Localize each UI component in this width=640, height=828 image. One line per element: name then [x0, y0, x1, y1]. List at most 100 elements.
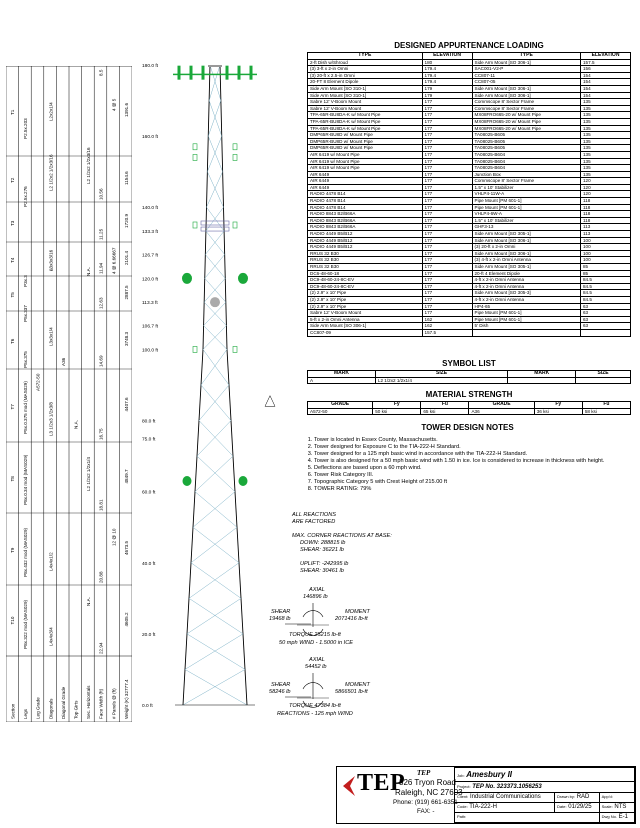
leg-size: P2.5x.203 — [23, 118, 28, 139]
tower-brace — [208, 136, 223, 172]
table-cell: (3) 20-ft x 2-in Omni — [471, 243, 581, 251]
table-cell: 154 — [580, 71, 631, 80]
face-width: 18.81 — [99, 499, 104, 511]
table-cell: 135 — [580, 111, 631, 119]
wind-axial-label: AXIAL — [309, 657, 325, 663]
elevation-label: 106.7 ft — [142, 324, 159, 330]
table-row: TPA-65R-BU8DA-K w/ Mount Pipe 177 MX08FRO6… — [307, 117, 631, 126]
table-cell: 100 — [580, 243, 631, 251]
tower-brace — [184, 669, 248, 706]
corner-reactions-title: MAX. CORNER REACTIONS AT BASE: — [292, 533, 392, 539]
table-cell: AIR 6419 w/ Mount Pipe — [307, 157, 423, 166]
table-cell: TPA-65R-BU8DA-K w/ Mount Pipe — [307, 111, 423, 119]
tower-brace — [206, 207, 225, 232]
diagonal-grade: A36 — [61, 357, 66, 366]
table-cell: HP4-65 — [471, 302, 581, 311]
table-cell: 63 — [580, 309, 631, 317]
table-cell: 135 — [580, 150, 631, 159]
tower-brace — [200, 384, 232, 421]
date: 01/29/25 — [568, 804, 592, 811]
elevation-label: 126.7 ft — [142, 253, 159, 259]
panel-antenna — [249, 65, 253, 80]
table-cell: 20-ft 4 Element Dipole — [471, 269, 581, 278]
table-cell: 177 — [421, 197, 473, 205]
tower-brace — [196, 455, 236, 492]
elevation-label: 120.0 ft — [142, 276, 159, 282]
table-cell: Pipe Mount [PM 601-1] — [471, 197, 581, 205]
table-cell: 135 — [580, 104, 631, 113]
diagonal-size: L3x3x3/16 — [48, 249, 53, 271]
table-cell: 135 — [580, 117, 631, 126]
table-cell: 177 — [421, 144, 473, 152]
material-strength-table: GRADE Fy Fu GRADE Fy Fu A572-50 50 ksi 65 ksi A3… — [306, 401, 632, 416]
tower-brace — [206, 171, 223, 208]
table-row: AIR 6419 w/ Mount Pipe 177 TA08025-B604 135 — [307, 164, 631, 172]
face-width: 16.75 — [99, 428, 104, 440]
face-width: 12.63 — [99, 297, 104, 309]
table-cell: TA08025-B605 — [471, 137, 581, 146]
table-row: (2) 2.9" x 10' Pipe 177 Side Arm Mount [SO… — [307, 289, 631, 297]
row-label: Sec. Horizontals — [86, 685, 91, 719]
title-block: TEP TEP 326 Tryon Road Raleigh, NC 27603… — [336, 766, 636, 824]
table-row: (2) 2.9" x 10' Pipe 177 HP4-65 63 — [307, 302, 631, 311]
table-cell: CC807-05 — [471, 78, 581, 86]
table-cell: MX08FRO665-20 w/ Mount Pipe — [471, 117, 581, 126]
table-cell: 177 — [421, 302, 473, 311]
table-cell: RADIO 4478 B14 — [307, 190, 423, 199]
tower-brace — [192, 527, 240, 563]
section-id: T2 — [10, 177, 15, 183]
elevation-label: 140.0 ft — [142, 205, 159, 211]
ice-reaction-arrows — [285, 603, 329, 636]
row-label: # Panels @ (ft) — [111, 688, 116, 719]
table-cell: DMP65R-BU8D w/ Mount Pipe — [307, 131, 423, 139]
table-cell: 118 — [580, 216, 631, 225]
section-table: Section Legs Leg Grade Diagonals Diagonal Gr… — [6, 66, 132, 722]
design-note: Deflections are based upon a 60 mph wind… — [314, 465, 635, 472]
job-name: Amesbury II — [466, 770, 513, 780]
ice-axial-label: AXIAL — [309, 587, 325, 593]
elevation-label: 133.3 ft — [142, 229, 159, 235]
table-row: AIR 6419 w/ Mount Pipe 177 TA08025-B604 135 — [307, 150, 631, 159]
table-cell: 177 — [421, 309, 473, 317]
table-cell: 157.5 — [580, 58, 631, 67]
design-note: Topographic Category 5 with Crest Height… — [314, 479, 635, 486]
table-cell: 65 ksi — [420, 407, 470, 416]
face-width: 22.94 — [99, 642, 104, 654]
table-row: DMP65R-BU8D w/ Mount Pipe 177 TA08025-B605… — [307, 137, 631, 146]
table-row: DC9-48-60-24-8C-EV 177 4-ft x 2-in Omni An… — [307, 282, 631, 291]
table-cell: 154 — [580, 78, 631, 86]
table-cell: AIR 6419 w/ Mount Pipe — [307, 164, 423, 172]
table-cell: Side Arm Mount [SO 305-1] — [471, 230, 581, 238]
tower-elevation-drawing: 180.0 ft 160.0 ft 140.0 ft 133.3 ft 126.7 ft… — [142, 63, 276, 709]
table-cell — [580, 328, 631, 337]
equipment-box — [232, 346, 238, 353]
table-cell: 135 — [580, 131, 631, 139]
panel-antenna — [237, 65, 241, 80]
section-id: T10 — [10, 616, 15, 624]
material_strength-header: Fy — [533, 401, 583, 409]
wind-reaction-diagram: AXIAL 54452 lb SHEAR 58246 lb MOMENT 586… — [265, 657, 385, 722]
sector-frame — [200, 220, 230, 226]
tower-brace — [204, 278, 227, 303]
row-label: Face Width (ft) — [99, 688, 104, 719]
table-row: TPA-65R-BU8DA-K w/ Mount Pipe 177 MX08FRO6… — [307, 124, 631, 133]
tower-brace — [190, 527, 238, 563]
table-cell: AIR 6449 — [307, 177, 423, 185]
table-cell: A572-50 — [306, 407, 374, 416]
section-id: T6 — [10, 338, 15, 344]
tower-brace — [192, 491, 236, 528]
table-cell: 177 — [421, 256, 473, 264]
table-cell: 177 — [421, 289, 473, 297]
table-cell: Pipe Mount [PM 601-1] — [471, 315, 581, 324]
table-cell: 177 — [421, 269, 473, 278]
panels: 4 @ 5 — [111, 98, 116, 111]
section-weight: 4407.6 — [124, 397, 129, 411]
reactions-heading-2: ARE FACTORED — [292, 519, 336, 525]
table-cell: 4-ft x 2-in Omni Antenna — [471, 295, 581, 304]
table-row: Side Arm Mount [SO 310-1] 179 Side Arm Mou… — [307, 84, 631, 93]
address-line-1: 326 Tryon Road — [399, 778, 456, 787]
table-cell: 177 — [421, 282, 473, 291]
leg-grade: A572-50 — [36, 373, 41, 391]
design-notes-section: TOWER DESIGN NOTES Tower is located in E… — [300, 423, 635, 493]
design-note: Tower designed for Exposure C to the TIA… — [314, 444, 635, 451]
